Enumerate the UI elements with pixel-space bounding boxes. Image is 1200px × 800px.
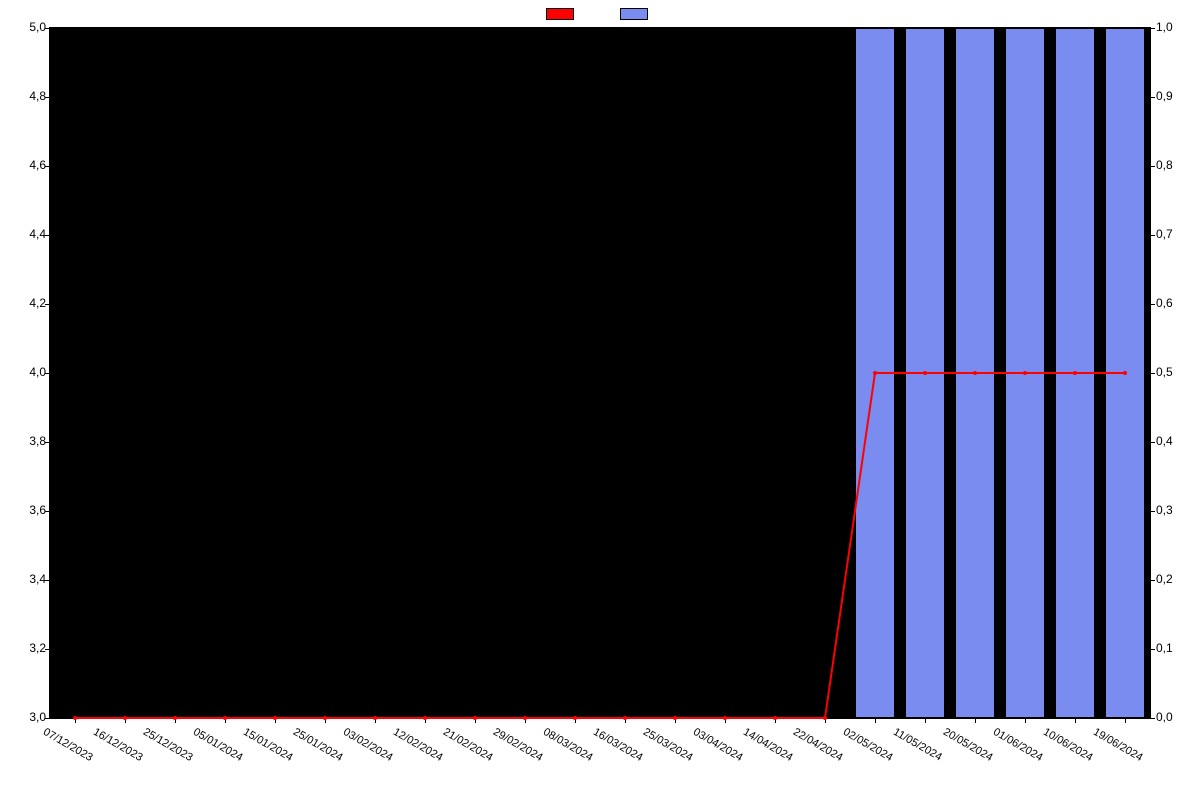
y-right-tick-label: 0,9: [1156, 89, 1196, 103]
x-tick-label: 16/12/2023: [91, 726, 145, 764]
x-tick-label: 03/02/2024: [341, 726, 395, 764]
y-right-tick-label: 0,1: [1156, 641, 1196, 655]
legend-item-bar: [620, 8, 654, 20]
bar: [1055, 28, 1095, 718]
y-left-tick-label: 3,6: [6, 503, 46, 517]
dual-axis-chart: 3,0 3,2 3,4 3,6 3,8 4,0 4,2 4,4 4,6 4,8 5,0 0,0 0,1…: [0, 0, 1200, 800]
y-right-tick-label: 0,2: [1156, 572, 1196, 586]
y-right-tick-label: 0,8: [1156, 158, 1196, 172]
x-tick-label: 02/05/2024: [841, 726, 895, 764]
y-right-tick-label: 0,7: [1156, 227, 1196, 241]
y-right-tick-label: 0,5: [1156, 365, 1196, 379]
legend-swatch-line: [546, 8, 574, 20]
legend-item-line: [546, 8, 580, 20]
x-tick-label: 11/05/2024: [891, 726, 944, 764]
x-tick-label: 03/04/2024: [691, 726, 745, 764]
x-tick-label: 25/03/2024: [641, 726, 695, 764]
y-left-tick-label: 5,0: [6, 20, 46, 34]
y-right-tick-label: 0,0: [1156, 710, 1196, 724]
legend-swatch-bar: [620, 8, 648, 20]
bar: [1105, 28, 1145, 718]
bar: [905, 28, 945, 718]
x-tick-label: 22/04/2024: [791, 726, 845, 764]
x-tick-label: 08/03/2024: [541, 726, 595, 764]
y-left-tick-label: 4,2: [6, 296, 46, 310]
y-left-tick-label: 3,2: [6, 641, 46, 655]
x-tick-label: 05/01/2024: [191, 726, 245, 764]
y-left-tick-label: 4,4: [6, 227, 46, 241]
bar: [855, 28, 895, 718]
y-left-tick-label: 3,0: [6, 710, 46, 724]
y-right-tick-label: 0,3: [1156, 503, 1196, 517]
x-tick-label: 15/01/2024: [241, 726, 295, 764]
y-right-tick-label: 0,4: [1156, 434, 1196, 448]
x-tick-label: 12/02/2024: [391, 726, 445, 764]
y-left-tick-label: 3,4: [6, 572, 46, 586]
chart-legend: [0, 8, 1200, 20]
x-tick-label: 01/06/2024: [991, 726, 1045, 764]
y-left-tick-label: 4,6: [6, 158, 46, 172]
x-tick-label: 19/06/2024: [1091, 726, 1145, 764]
x-tick-label: 25/01/2024: [291, 726, 345, 764]
x-tick-label: 14/04/2024: [741, 726, 795, 764]
y-right-tick-label: 0,6: [1156, 296, 1196, 310]
y-left-tick-label: 3,8: [6, 434, 46, 448]
x-tick-label: 10/06/2024: [1041, 726, 1095, 764]
x-tick-label: 16/03/2024: [591, 726, 645, 764]
x-tick-label: 25/12/2023: [141, 726, 195, 764]
y-left-tick-label: 4,8: [6, 89, 46, 103]
y-right-tick-label: 1,0: [1156, 20, 1196, 34]
x-tick-label: 21/02/2024: [441, 726, 495, 764]
x-tick-label: 29/02/2024: [491, 726, 545, 764]
x-tick-label: 20/05/2024: [941, 726, 995, 764]
bar: [955, 28, 995, 718]
y-left-tick-label: 4,0: [6, 365, 46, 379]
x-tick-label: 07/12/2023: [41, 726, 95, 764]
bar: [1005, 28, 1045, 718]
